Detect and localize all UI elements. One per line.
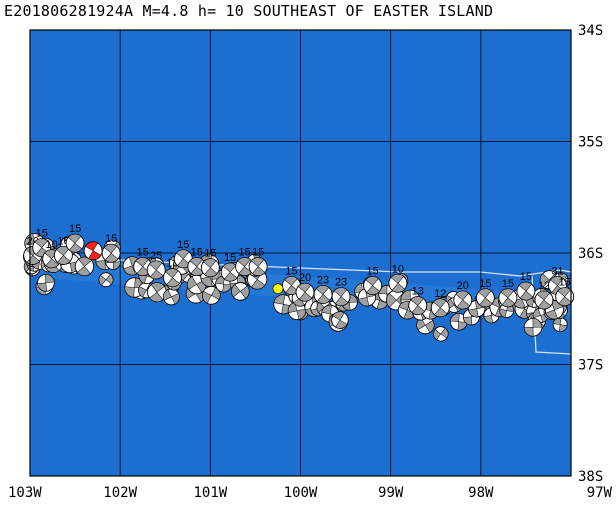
focal-mechanism [430, 298, 450, 318]
focal-mechanism [201, 285, 221, 305]
lon-tick-label: 98W [468, 485, 494, 501]
focal-mechanism [53, 245, 73, 265]
lat-tick-label: 35S [578, 135, 603, 151]
depth-label: 25 [150, 250, 162, 262]
depth-label: 15 [36, 228, 48, 240]
lat-tick-label: 34S [578, 23, 603, 39]
focal-mechanism [173, 249, 193, 269]
map-title: E201806281924A M=4.8 h= 10 SOUTHEAST OF … [4, 2, 494, 20]
depth-label: 15 [137, 247, 149, 259]
focal-mechanism [74, 256, 95, 277]
depth-label: 10 [392, 263, 404, 275]
lat-tick-label: 37S [578, 358, 603, 374]
depth-label: 15 [204, 248, 216, 260]
depth-label: 13 [412, 286, 424, 298]
focal-mechanism [449, 312, 468, 331]
latitude-labels: 34S 35S 36S 37S 38S [578, 23, 603, 485]
depth-label: 12 [434, 288, 446, 300]
depth-label: 15 [177, 239, 189, 251]
focal-mechanism [363, 276, 383, 295]
focal-mechanism [331, 287, 351, 307]
focal-mechanism [433, 326, 449, 342]
depth-label: 15 [105, 233, 117, 245]
focal-mechanism [534, 290, 554, 310]
depth-label: 15 [502, 278, 514, 290]
focal-mechanism [231, 282, 250, 301]
focal-mechanism [453, 290, 473, 310]
focal-mechanism [408, 296, 428, 316]
target-event-mechanism [83, 241, 103, 261]
longitude-labels: 103W 102W 101W 100W 99W 98W 97W [8, 485, 613, 501]
focal-mechanism [65, 233, 85, 253]
depth-label: 15 [479, 278, 491, 290]
map-frame [29, 29, 572, 477]
focal-mechanism [523, 317, 543, 337]
depth-label: 15 [191, 247, 203, 259]
focal-mechanism [235, 257, 255, 277]
focal-mechanism [388, 273, 408, 293]
focal-mechanism [101, 243, 121, 263]
focal-mechanism [37, 273, 55, 292]
epicenter-marker [272, 283, 284, 294]
lon-tick-label: 102W [103, 485, 137, 501]
focal-mechanism [98, 272, 114, 288]
focal-mechanism [147, 282, 168, 303]
lat-tick-label: 36S [578, 246, 603, 262]
depth-label: 31 [551, 266, 563, 278]
depth-label: 15 [367, 266, 379, 278]
focal-mechanism [498, 288, 518, 308]
depth-label: 15 [520, 271, 532, 283]
depth-label: 10 [46, 239, 58, 251]
focal-mechanism [248, 257, 268, 277]
focal-mechanism [341, 294, 358, 311]
focal-mechanism [162, 288, 180, 306]
focal-mechanism [516, 281, 536, 301]
lon-tick-label: 101W [193, 485, 227, 501]
focal-mechanism [187, 257, 207, 277]
focal-mechanism [295, 282, 315, 302]
depth-label: 15 [224, 252, 236, 264]
depth-label: 23 [317, 274, 329, 286]
focal-mechanism [331, 311, 349, 329]
focal-mechanism [416, 315, 435, 335]
focal-mechanism [313, 285, 333, 304]
lon-tick-label: 100W [284, 485, 318, 501]
focal-mechanism [555, 287, 575, 307]
focal-mechanism [146, 260, 166, 280]
depth-label: 23 [335, 277, 347, 289]
depth-label: 15 [559, 277, 571, 289]
lon-tick-label: 99W [378, 485, 404, 501]
depth-label: 20 [299, 272, 311, 284]
lat-tick-label: 38S [578, 469, 603, 485]
lon-tick-label: 103W [8, 485, 42, 501]
focal-mechanism [215, 275, 232, 293]
focal-mechanism [163, 268, 182, 288]
focal-mechanism [200, 258, 220, 278]
depth-label: 20 [457, 280, 469, 292]
focal-mechanism [544, 300, 564, 320]
lon-tick-label: 97W [587, 485, 613, 501]
depth-label: 12 [538, 280, 550, 292]
focal-mechanism [475, 288, 495, 308]
depth-label: 15 [252, 247, 264, 259]
depth-label: 15 [285, 266, 297, 278]
depth-label: 15 [69, 223, 81, 235]
depth-label: 15 [238, 247, 250, 259]
